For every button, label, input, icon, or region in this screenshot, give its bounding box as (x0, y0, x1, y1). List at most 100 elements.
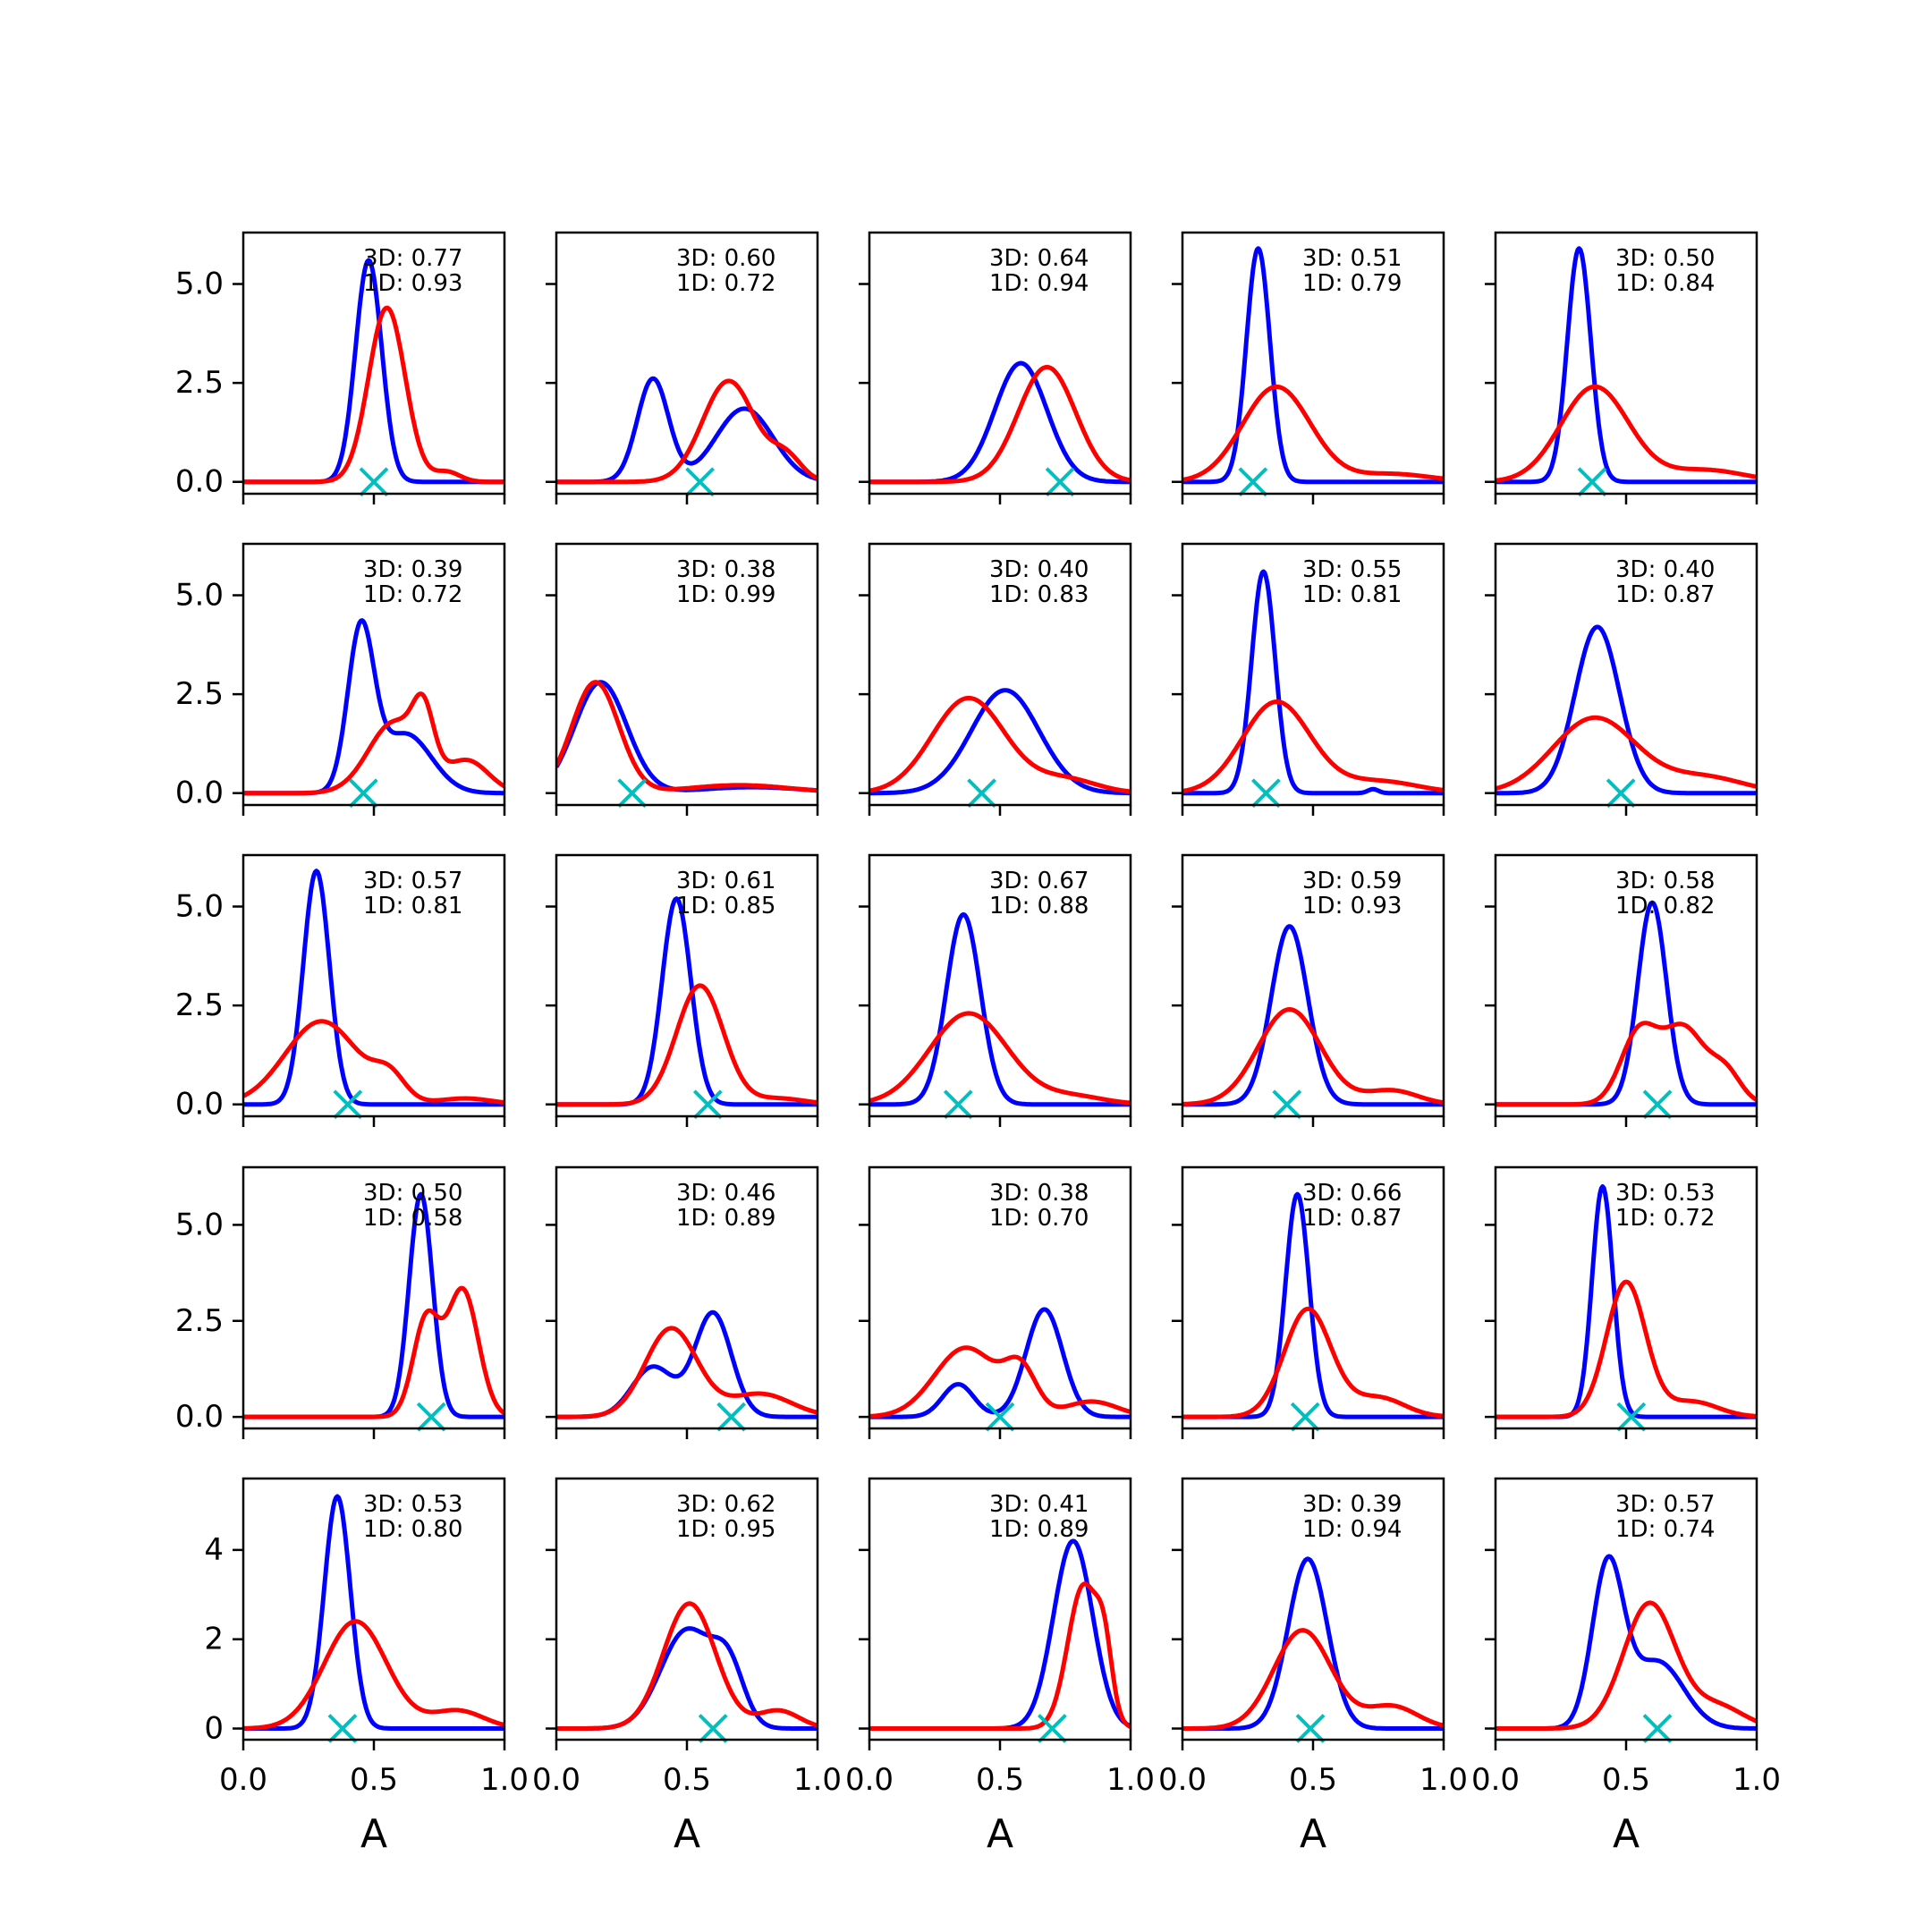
annotation-3d: 3D: 0.40 (989, 556, 1089, 583)
y-tick-label: 5.0 (175, 889, 224, 925)
annotation-3d: 3D: 0.53 (1615, 1180, 1715, 1207)
x-tick-label: 0.0 (532, 1762, 580, 1798)
y-tick-label: 0.0 (175, 775, 224, 811)
red-density-curve (1496, 1600, 1757, 1731)
annotation-3d: 3D: 0.38 (676, 556, 775, 583)
blue-density-curve (1182, 924, 1444, 1107)
red-density-curve (869, 695, 1131, 794)
x-tick-label: 0.0 (1158, 1762, 1207, 1798)
annotation-1d: 1D: 0.81 (1302, 581, 1402, 608)
y-tick-label: 5.0 (175, 1207, 224, 1242)
cross-marker (943, 1089, 973, 1120)
y-tick-label: 0.0 (175, 464, 224, 500)
x-tick-label: 0.0 (845, 1762, 894, 1798)
blue-density-curve (1182, 1556, 1444, 1731)
cross-marker (1045, 467, 1075, 497)
blue-density-curve (243, 869, 504, 1107)
x-axis-label: A (674, 1811, 700, 1857)
cross-marker (1238, 467, 1268, 497)
cross-marker (685, 467, 716, 497)
red-density-curve (243, 1019, 504, 1106)
annotation-1d: 1D: 0.82 (1615, 893, 1715, 919)
annotation-3d: 3D: 0.62 (676, 1491, 775, 1518)
cross-marker (692, 1089, 723, 1120)
blue-density-curve (869, 688, 1131, 796)
y-tick-label: 2.5 (175, 987, 224, 1023)
annotation-1d: 1D: 0.83 (989, 581, 1089, 608)
blue-density-curve (1496, 246, 1757, 485)
red-density-curve (243, 1619, 504, 1731)
blue-density-curve (869, 1307, 1131, 1419)
y-tick-label: 5.0 (175, 267, 224, 302)
red-density-curve (556, 1326, 818, 1419)
red-density-curve (1182, 384, 1444, 482)
cross-marker (359, 467, 389, 497)
blue-density-curve (1182, 246, 1444, 485)
cross-marker (1642, 1089, 1673, 1120)
red-density-curve (869, 1011, 1131, 1106)
x-axis-label: A (987, 1811, 1013, 1857)
cross-marker (1606, 778, 1636, 809)
cross-marker (1251, 778, 1281, 809)
annotation-1d: 1D: 0.84 (1615, 270, 1715, 297)
cross-marker (1295, 1714, 1326, 1743)
annotation-3d: 3D: 0.59 (1302, 868, 1402, 894)
cross-marker (617, 778, 648, 809)
annotation-3d: 3D: 0.55 (1302, 556, 1402, 583)
annotation-3d: 3D: 0.51 (1302, 245, 1402, 272)
annotation-3d: 3D: 0.67 (989, 868, 1089, 894)
y-tick-label: 2.5 (175, 676, 224, 712)
red-density-curve (869, 1345, 1131, 1419)
x-tick-label: 0.5 (663, 1762, 711, 1798)
x-tick-label: 0.0 (1471, 1762, 1520, 1798)
blue-density-curve (1182, 569, 1444, 796)
x-axis-label: A (1300, 1811, 1326, 1857)
blue-density-curve (1496, 624, 1757, 796)
blue-density-curve (869, 911, 1131, 1107)
annotation-3d: 3D: 0.39 (1302, 1491, 1402, 1518)
cross-marker (985, 1402, 1015, 1432)
x-tick-label: 0.0 (219, 1762, 267, 1798)
red-density-curve (1496, 1021, 1757, 1107)
blue-density-curve (243, 1494, 504, 1731)
red-density-curve (556, 983, 818, 1107)
annotation-1d: 1D: 0.93 (363, 270, 462, 297)
annotation-3d: 3D: 0.60 (676, 245, 775, 272)
x-tick-label: 0.5 (1289, 1762, 1337, 1798)
red-density-curve (556, 680, 818, 793)
y-tick-label: 2.5 (175, 1303, 224, 1339)
annotation-3d: 3D: 0.38 (989, 1180, 1089, 1207)
y-tick-label: 2.5 (175, 365, 224, 401)
annotation-1d: 1D: 0.81 (363, 893, 462, 919)
red-density-curve (1182, 699, 1444, 793)
red-density-curve (1182, 1306, 1444, 1419)
cross-marker (348, 778, 378, 809)
annotation-1d: 1D: 0.72 (676, 270, 775, 297)
red-density-curve (243, 691, 504, 796)
red-density-curve (869, 1581, 1131, 1731)
annotation-3d: 3D: 0.58 (1615, 868, 1715, 894)
annotation-3d: 3D: 0.57 (363, 868, 462, 894)
annotation-3d: 3D: 0.39 (363, 556, 462, 583)
red-density-curve (1182, 1628, 1444, 1731)
x-tick-label: 1.0 (1106, 1762, 1155, 1798)
annotation-1d: 1D: 0.85 (676, 893, 775, 919)
y-tick-label: 0.0 (175, 1399, 224, 1435)
red-density-curve (869, 364, 1131, 485)
